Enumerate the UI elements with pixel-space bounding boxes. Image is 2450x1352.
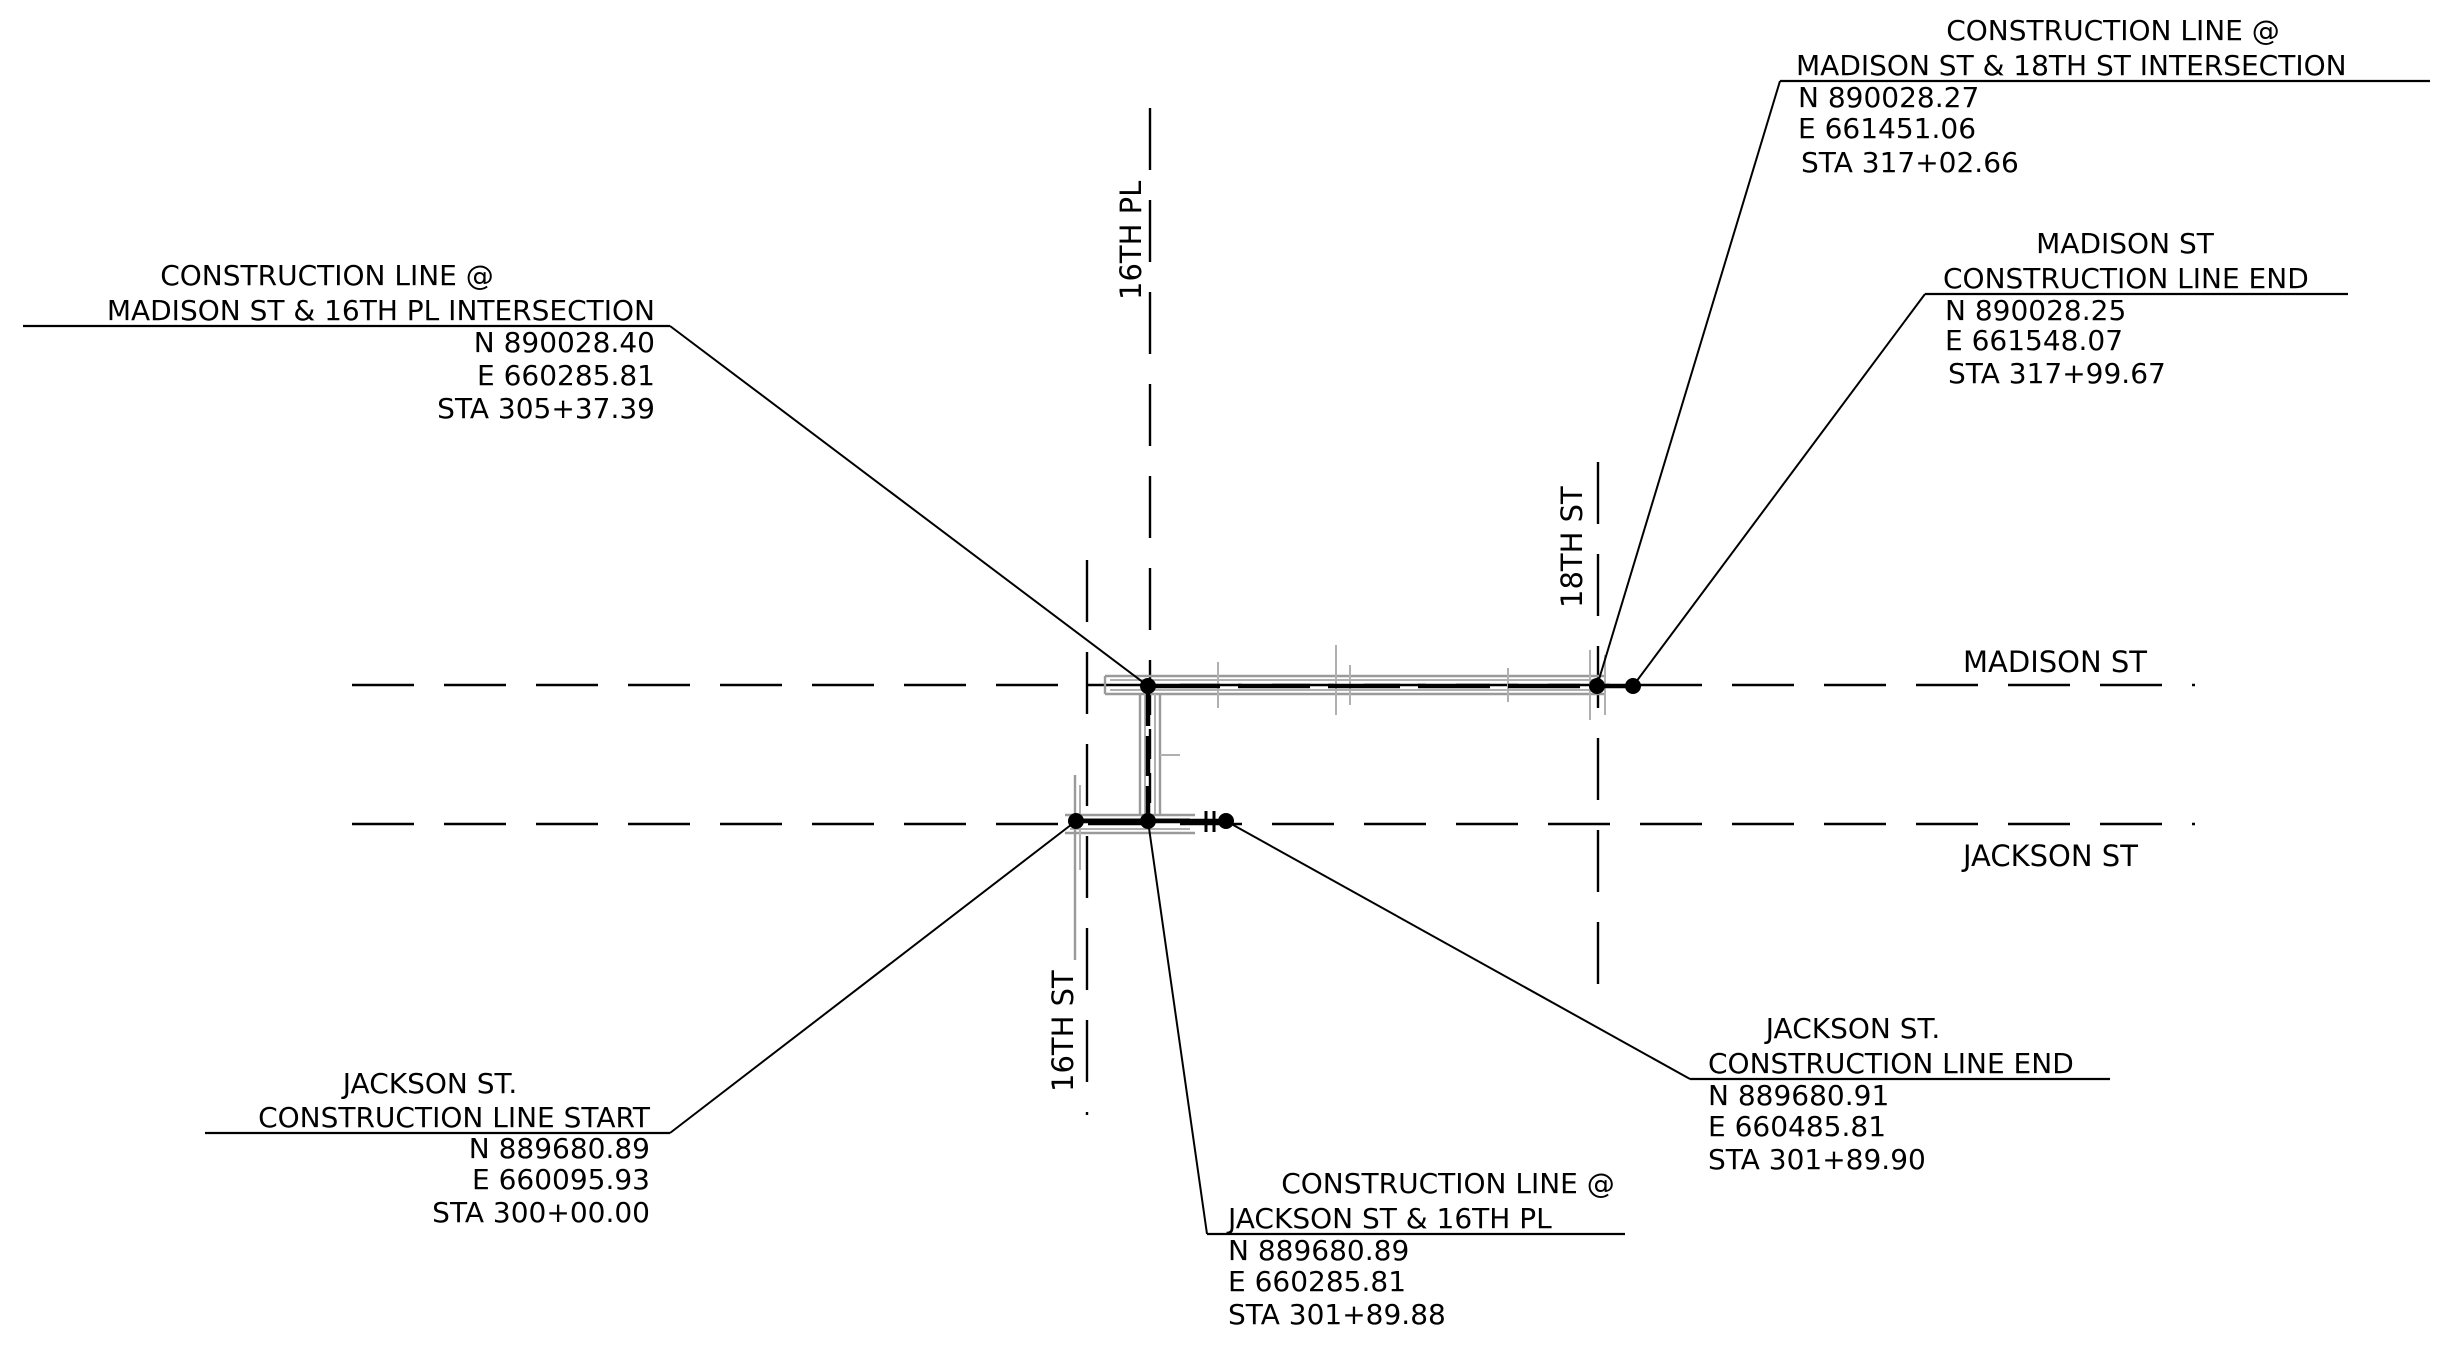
easting: E 660095.93: [472, 1163, 650, 1196]
easting: E 660285.81: [477, 359, 655, 392]
easting: E 660485.81: [1708, 1110, 1886, 1143]
madison-st-label: MADISON ST: [1963, 645, 2147, 679]
station: STA 301+89.88: [1228, 1298, 1446, 1331]
easting: E 661451.06: [1798, 112, 1976, 145]
station: STA 301+89.90: [1708, 1143, 1926, 1176]
station: STA 300+00.00: [432, 1196, 650, 1229]
callout-title: CONSTRUCTION LINE @: [1281, 1167, 1615, 1200]
northing: N 890028.25: [1945, 294, 2126, 327]
callout-madison-16th: CONSTRUCTION LINE @ MADISON ST & 16TH PL…: [23, 259, 1149, 687]
callout-subtitle: JACKSON ST & 16TH PL: [1226, 1202, 1552, 1235]
control-points: [1068, 678, 1641, 829]
northing: N 889680.91: [1708, 1079, 1889, 1112]
callout-title: CONSTRUCTION LINE @: [1946, 14, 2280, 47]
station: STA 305+37.39: [437, 392, 655, 425]
callout-title: JACKSON ST.: [341, 1067, 517, 1100]
station: STA 317+99.67: [1948, 357, 2166, 390]
callout-jackson-start: JACKSON ST. CONSTRUCTION LINE START N 88…: [205, 820, 1077, 1229]
sixteenth-pl-label: 16TH PL: [1114, 181, 1148, 300]
callout-madison-18th: CONSTRUCTION LINE @ MADISON ST & 18TH ST…: [1596, 14, 2430, 687]
callout-subtitle: MADISON ST & 16TH PL INTERSECTION: [107, 294, 655, 327]
callout-title: MADISON ST: [2036, 227, 2215, 260]
jackson-st-label: JACKSON ST: [1961, 839, 2138, 873]
station: STA 317+02.66: [1801, 146, 2019, 179]
northing: N 889680.89: [1228, 1234, 1409, 1267]
easting: E 660285.81: [1228, 1265, 1406, 1298]
callout-subtitle: CONSTRUCTION LINE START: [258, 1101, 651, 1134]
northing: N 890028.40: [474, 326, 655, 359]
callout-jackson-end: JACKSON ST. CONSTRUCTION LINE END N 8896…: [1225, 820, 2110, 1176]
callout-subtitle: MADISON ST & 18TH ST INTERSECTION: [1796, 49, 2347, 82]
callout-madison-end: MADISON ST CONSTRUCTION LINE END N 89002…: [1632, 227, 2348, 687]
callout-title: CONSTRUCTION LINE @: [160, 259, 494, 292]
callout-title: JACKSON ST.: [1764, 1012, 1940, 1045]
eighteenth-st-label: 18TH ST: [1555, 486, 1589, 608]
street-centerlines: [352, 108, 2195, 1115]
northing: N 890028.27: [1798, 81, 1979, 114]
callout-subtitle: CONSTRUCTION LINE END: [1708, 1047, 2074, 1080]
northing: N 889680.89: [469, 1132, 650, 1165]
callout-subtitle: CONSTRUCTION LINE END: [1943, 262, 2309, 295]
callout-jackson-16th: CONSTRUCTION LINE @ JACKSON ST & 16TH PL…: [1147, 820, 1625, 1331]
street-labels: MADISON ST JACKSON ST 16TH PL 18TH ST 16…: [1046, 181, 2147, 1092]
easting: E 661548.07: [1945, 324, 2123, 357]
sixteenth-st-label: 16TH ST: [1046, 970, 1080, 1092]
